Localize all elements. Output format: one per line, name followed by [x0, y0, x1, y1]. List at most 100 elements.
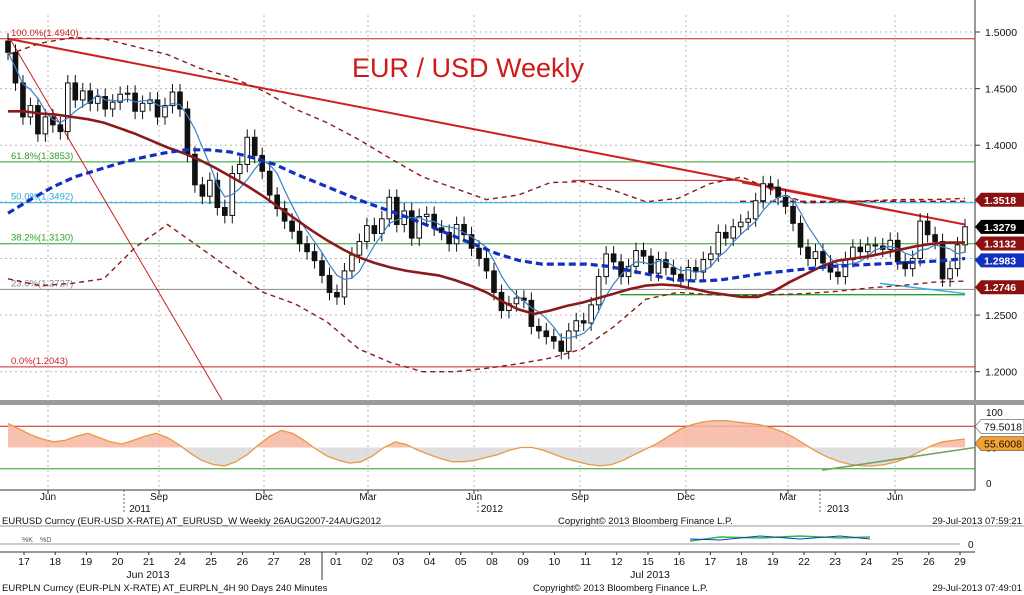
candle-body: [386, 196, 393, 220]
candle-body: [334, 291, 340, 298]
candle-body: [962, 226, 968, 246]
candle-body: [281, 208, 288, 222]
price-flag-label: 1.2746: [984, 282, 1016, 294]
oscillator-fill: [589, 447, 601, 466]
day-tick-label: 10: [549, 556, 561, 568]
oscillator-flag: [974, 419, 1024, 434]
day-tick-label: 08: [486, 556, 498, 568]
candle-body: [199, 184, 206, 197]
day-tick-label: 25: [892, 556, 904, 568]
candle-body: [438, 227, 445, 233]
candle-body: [633, 250, 639, 267]
price-flag-label: 1.2983: [984, 255, 1016, 267]
year-tick-label: 2012: [481, 504, 504, 515]
oscillator-fill: [839, 447, 852, 465]
steep-trendline: [9, 38, 223, 401]
oscillator-fill: [121, 440, 134, 448]
candle-body: [177, 91, 183, 110]
strip-zero-label: 0: [968, 540, 974, 551]
day-tick-label: 28: [299, 556, 311, 568]
day-tick-label: 18: [736, 556, 748, 568]
oscillator-fill: [611, 447, 624, 465]
trendlines: [7, 37, 966, 401]
copyright-caption: Copyright© 2013 Bloomberg Finance L.P.: [558, 516, 733, 527]
candle-body: [446, 231, 452, 245]
oscillator-fill: [851, 447, 863, 466]
candle-body: [917, 220, 923, 259]
oscillator-fill: [53, 440, 65, 448]
lower-strip: 0 %K %D 17 18 19 20 21 24 25 26 27 28 01 02 03 04 05 08 09 1…: [0, 535, 975, 581]
oscillator-fill: [600, 447, 612, 466]
oscillator-fill: [201, 447, 214, 465]
oscillator-fill: [725, 420, 738, 448]
oscillator-tick-label: 100: [986, 408, 1003, 419]
oscillator-fill: [133, 436, 145, 448]
fib-label: 50.0%(1.3492): [11, 192, 73, 203]
candle-body: [259, 154, 266, 172]
month-tick-label: Mar: [779, 492, 797, 503]
candle-body: [857, 246, 864, 253]
month-tick-label: Sep: [571, 492, 589, 503]
candle-body: [536, 325, 542, 332]
candle-body: [266, 170, 273, 196]
short-support-line: [879, 282, 966, 295]
candle-body: [715, 231, 722, 255]
candle-body: [162, 105, 168, 118]
candle-body: [453, 223, 460, 245]
candle-body: [207, 179, 213, 197]
month-tick-label: Mar: [359, 492, 377, 503]
oscillator-fill: [440, 447, 453, 462]
candle-body: [476, 247, 482, 259]
candle-body: [64, 82, 71, 133]
candle-body: [42, 116, 49, 135]
candle-body: [35, 105, 41, 135]
candle-body: [775, 186, 781, 198]
candle-body: [842, 259, 849, 278]
day-tick-label: 23: [829, 556, 841, 568]
candle-body: [610, 253, 617, 263]
candle-body: [947, 268, 953, 280]
price-flag: [975, 192, 1024, 207]
price-flag-label: 1.3518: [984, 195, 1016, 207]
candle-body: [102, 96, 109, 110]
day-tick-label: 05: [455, 556, 467, 568]
oscillator-fill: [452, 447, 464, 462]
candle-body: [640, 250, 647, 257]
day-tick-label: 21: [143, 556, 155, 568]
fib-label: 100.0%(1.4940): [11, 28, 79, 39]
oscillator-fill: [76, 433, 88, 448]
bollinger-bands: [7, 36, 966, 373]
candle-body: [820, 251, 826, 264]
candle-body: [371, 225, 378, 235]
moving-averages: [7, 52, 966, 339]
oscillator-fill: [873, 447, 886, 466]
price-tick-label: 1.4500: [985, 84, 1017, 96]
strip-legend-k: %K: [22, 537, 33, 544]
candle-body: [117, 93, 123, 103]
price-flag: [975, 253, 1024, 268]
day-tick-label: 26: [237, 556, 249, 568]
day-tick-label: 26: [923, 556, 935, 568]
candle-body: [94, 96, 101, 104]
candle-body: [722, 231, 729, 239]
candle-body: [700, 259, 707, 273]
oscillator-fill: [224, 447, 236, 466]
candle-body: [954, 244, 961, 270]
oscillator-fill: [8, 423, 20, 448]
candle-body: [124, 92, 131, 95]
oscillator-fill: [99, 437, 111, 448]
day-tick-label: 27: [268, 556, 280, 568]
day-tick-label: 20: [112, 556, 124, 568]
month-tick-label: Jun: [887, 492, 903, 503]
fib-label: 61.8%(1.3853): [11, 151, 73, 162]
strip-instrument-caption: EURPLN Curncy (EUR-PLN X-RATE) AT_EURPLN…: [2, 583, 328, 594]
candle-body: [408, 210, 415, 239]
candle-body: [5, 40, 11, 53]
candle-body: [924, 220, 931, 236]
month-tick-label: Dec: [255, 492, 273, 503]
oscillator-fill: [953, 439, 965, 448]
price-flag: [975, 280, 1024, 295]
day-tick-label: 24: [174, 556, 186, 568]
oscillator-fill: [463, 447, 476, 462]
